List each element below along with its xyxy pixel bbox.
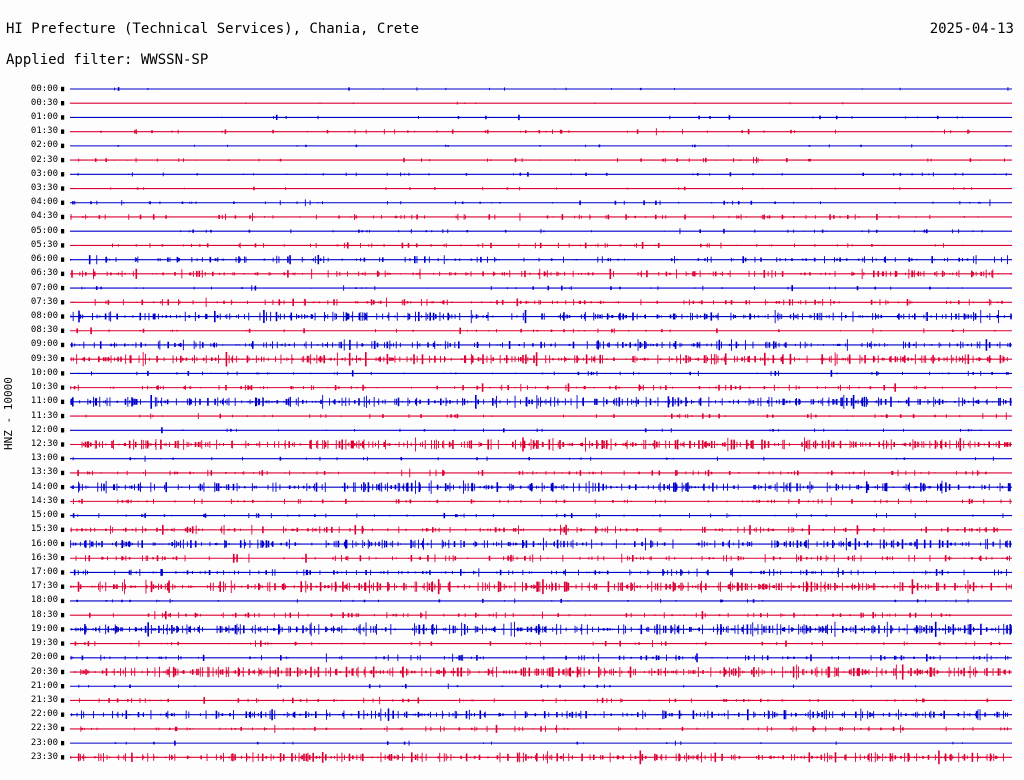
row-tick-mark xyxy=(61,527,65,533)
row-tick-mark xyxy=(61,143,65,149)
row-tick-mark xyxy=(61,399,65,405)
row-tick-mark xyxy=(61,86,65,92)
record-date: 2025-04-13 xyxy=(929,21,1014,37)
row-tick-mark xyxy=(61,470,65,476)
row-tick-mark xyxy=(61,513,65,518)
row-tick-mark xyxy=(61,229,65,234)
row-tick-mark xyxy=(61,641,65,646)
row-tick-mark xyxy=(61,428,65,433)
row-tick-mark xyxy=(61,456,65,461)
row-tick-mark xyxy=(61,669,65,675)
row-tick-mark xyxy=(61,285,65,291)
row-tick-mark xyxy=(61,556,65,561)
trace-noise xyxy=(73,567,1007,578)
row-tick-mark xyxy=(61,157,65,163)
row-tick-mark xyxy=(61,598,65,604)
trace-noise xyxy=(74,664,1011,680)
row-tick-mark xyxy=(61,328,65,333)
row-tick-mark xyxy=(61,356,65,362)
row-tick-mark xyxy=(61,200,65,205)
trace-noise xyxy=(70,524,998,535)
trace-noise xyxy=(72,455,994,462)
row-tick-mark xyxy=(61,314,65,319)
trace-noise xyxy=(180,228,983,235)
trace-noise xyxy=(70,750,1004,765)
row-tick-mark xyxy=(61,101,65,106)
page-title: HI Prefecture (Technical Services), Chan… xyxy=(6,21,420,37)
row-tick-mark xyxy=(61,712,65,717)
row-tick-mark xyxy=(61,186,65,191)
row-tick-mark xyxy=(61,257,65,262)
row-tick-mark xyxy=(61,655,65,660)
trace-noise xyxy=(114,740,963,746)
row-tick-mark xyxy=(61,300,65,305)
row-tick-mark xyxy=(61,684,65,689)
trace-noise xyxy=(70,352,1008,367)
trace-noise xyxy=(71,708,1008,721)
row-tick-mark xyxy=(61,442,65,447)
row-tick-mark xyxy=(61,385,65,390)
row-tick-mark xyxy=(61,342,65,348)
row-tick-mark xyxy=(61,243,65,248)
row-tick-mark xyxy=(61,214,65,220)
trace-noise xyxy=(70,255,1008,265)
row-tick-mark xyxy=(61,726,65,732)
trace-noise xyxy=(72,513,1004,519)
row-tick-mark xyxy=(61,584,65,589)
row-tick-mark xyxy=(61,740,65,746)
row-tick-mark xyxy=(61,755,65,760)
row-tick-mark xyxy=(61,172,65,177)
row-tick-mark xyxy=(61,612,65,618)
row-tick-mark xyxy=(61,484,65,490)
row-tick-mark xyxy=(61,570,65,575)
trace-noise xyxy=(71,339,1011,351)
header: HI Prefecture (Technical Services), Chan… xyxy=(0,0,1024,76)
row-tick-mark xyxy=(61,271,65,277)
trace-noise xyxy=(70,395,1012,409)
row-tick-mark xyxy=(61,371,65,376)
trace-noise xyxy=(117,144,1008,148)
applied-filter-label: Applied filter: WWSSN-SP xyxy=(6,52,209,68)
row-tick-mark xyxy=(61,627,65,632)
trace-noise xyxy=(72,297,1003,307)
row-tick-mark xyxy=(61,499,65,504)
trace-noise xyxy=(71,621,1012,637)
row-tick-mark xyxy=(61,541,65,547)
row-tick-mark xyxy=(61,413,65,419)
row-tick-mark xyxy=(61,129,65,134)
row-tick-mark xyxy=(61,115,65,120)
row-tick-mark xyxy=(61,698,65,703)
trace-noise xyxy=(80,724,1008,733)
trace-noise xyxy=(81,437,1012,452)
trace-noise xyxy=(70,579,1012,595)
trace-noise xyxy=(70,537,1011,551)
trace-noise xyxy=(70,212,980,222)
